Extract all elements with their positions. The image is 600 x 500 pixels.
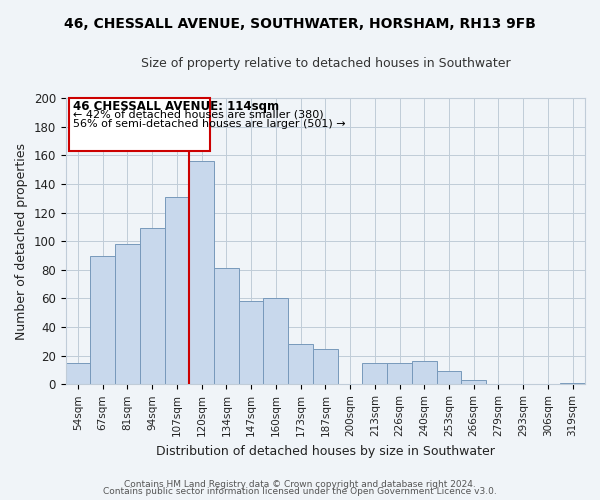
Bar [91, 256, 115, 384]
Bar [239, 302, 263, 384]
Bar [560, 383, 585, 384]
Bar [412, 362, 437, 384]
X-axis label: Distribution of detached houses by size in Southwater: Distribution of detached houses by size … [156, 444, 495, 458]
Bar [288, 344, 313, 385]
Text: Contains HM Land Registry data © Crown copyright and database right 2024.: Contains HM Land Registry data © Crown c… [124, 480, 476, 489]
Text: 46, CHESSALL AVENUE, SOUTHWATER, HORSHAM, RH13 9FB: 46, CHESSALL AVENUE, SOUTHWATER, HORSHAM… [64, 18, 536, 32]
Bar [263, 298, 288, 384]
Bar [461, 380, 486, 384]
Bar [115, 244, 140, 384]
Bar [140, 228, 164, 384]
Text: 56% of semi-detached houses are larger (501) →: 56% of semi-detached houses are larger (… [73, 119, 346, 129]
Bar [437, 372, 461, 384]
Bar [362, 363, 387, 384]
Bar [190, 161, 214, 384]
Y-axis label: Number of detached properties: Number of detached properties [15, 142, 28, 340]
Bar [214, 268, 239, 384]
Text: Contains public sector information licensed under the Open Government Licence v3: Contains public sector information licen… [103, 488, 497, 496]
Bar [313, 348, 338, 384]
Bar [387, 363, 412, 384]
Title: Size of property relative to detached houses in Southwater: Size of property relative to detached ho… [140, 58, 510, 70]
Bar [65, 363, 91, 384]
Text: 46 CHESSALL AVENUE: 114sqm: 46 CHESSALL AVENUE: 114sqm [73, 100, 279, 113]
Bar [70, 98, 211, 151]
Text: ← 42% of detached houses are smaller (380): ← 42% of detached houses are smaller (38… [73, 110, 323, 120]
Bar [164, 197, 190, 384]
